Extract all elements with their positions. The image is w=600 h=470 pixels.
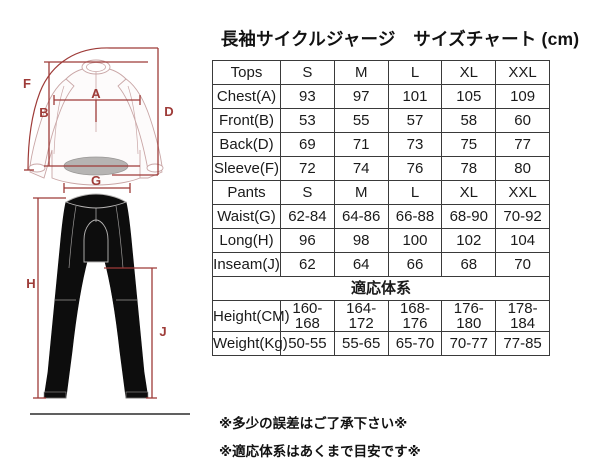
page-title: 長袖サイクルジャージ サイズチャート (cm) [220, 29, 580, 49]
table-row: Long(H) 96 98 100 102 104 [212, 228, 550, 253]
cell-front-s: 53 [280, 108, 335, 133]
cell-height-l: 168-176 [387, 300, 443, 332]
cell-inseam-s: 62 [280, 252, 335, 277]
cell-back-m: 71 [333, 132, 389, 157]
cell-weight-xxl: 77-85 [495, 331, 550, 356]
cell-front-l: 57 [387, 108, 443, 133]
disclaimer-note-tolerance: ※多少の誤差はご了承下さい※ [219, 416, 408, 431]
cell-long-xxl: 104 [495, 228, 550, 253]
pants-illustration [43, 193, 149, 399]
cell-height-s: 160-168 [280, 300, 335, 332]
tops-size-m: M [333, 60, 389, 85]
cell-sleeve-xxl: 80 [495, 156, 550, 181]
tops-size-xxl: XXL [495, 60, 550, 85]
cell-waist-xl: 68-90 [441, 204, 497, 229]
cell-back-l: 73 [387, 132, 443, 157]
jersey-label-sleeve: F [23, 76, 31, 91]
size-chart-panel: 長袖サイクルジャージ サイズチャート (cm) Tops S M L XL XX… [205, 0, 600, 470]
cell-height-m: 164-172 [333, 300, 389, 332]
size-chart-table: Tops S M L XL XXL Chest(A) 93 97 101 105… [212, 60, 550, 356]
pants-size-m: M [333, 180, 389, 205]
table-row-tops-header: Tops S M L XL XXL [212, 60, 550, 85]
cell-height-xxl: 178-184 [495, 300, 550, 332]
row-label-inseam: Inseam(J) [212, 252, 281, 277]
cell-sleeve-l: 76 [387, 156, 443, 181]
row-label-sleeve: Sleeve(F) [212, 156, 281, 181]
pants-label-long: H [26, 276, 35, 291]
row-label-long: Long(H) [212, 228, 281, 253]
row-label-back: Back(D) [212, 132, 281, 157]
table-row: Back(D) 69 71 73 75 77 [212, 132, 550, 157]
cell-chest-xl: 105 [441, 84, 497, 109]
row-label-front: Front(B) [212, 108, 281, 133]
cell-inseam-l: 66 [387, 252, 443, 277]
cell-inseam-xl: 68 [441, 252, 497, 277]
cell-long-xl: 102 [441, 228, 497, 253]
table-row: Height(CM) 160-168 164-172 168-176 176-1… [212, 300, 550, 332]
pants-size-l: L [387, 180, 443, 205]
jersey-measure-lines [24, 47, 159, 176]
cell-front-m: 55 [333, 108, 389, 133]
table-row: Inseam(J) 62 64 66 68 70 [212, 252, 550, 277]
cell-inseam-xxl: 70 [495, 252, 550, 277]
cell-long-l: 100 [387, 228, 443, 253]
cell-front-xxl: 60 [495, 108, 550, 133]
table-row: Waist(G) 62-84 64-86 66-88 68-90 70-92 [212, 204, 550, 229]
cell-front-xl: 58 [441, 108, 497, 133]
jersey-label-back: D [164, 104, 173, 119]
pants-label-inseam: J [159, 324, 166, 339]
garment-diagram-svg: F B A D [23, 47, 190, 415]
cell-back-s: 69 [280, 132, 335, 157]
pants-size-s: S [280, 180, 335, 205]
cell-weight-xl: 70-77 [441, 331, 497, 356]
cell-chest-s: 93 [280, 84, 335, 109]
tops-header-label: Tops [212, 60, 281, 85]
pants-size-xxl: XXL [495, 180, 550, 205]
tops-size-l: L [387, 60, 443, 85]
cell-waist-l: 66-88 [387, 204, 443, 229]
pants-measure-lines [33, 183, 157, 399]
tops-size-s: S [280, 60, 335, 85]
row-label-chest: Chest(A) [212, 84, 281, 109]
cell-height-xl: 176-180 [441, 300, 497, 332]
table-row: Weight(Kg) 50-55 55-65 65-70 70-77 77-85 [212, 331, 550, 356]
cell-waist-s: 62-84 [280, 204, 335, 229]
row-label-waist: Waist(G) [212, 204, 281, 229]
cell-weight-l: 65-70 [387, 331, 443, 356]
disclaimer-note-bodytype: ※適応体系はあくまで目安です※ [219, 444, 421, 459]
table-row: Chest(A) 93 97 101 105 109 [212, 84, 550, 109]
jersey-label-front: B [39, 105, 48, 120]
cell-back-xl: 75 [441, 132, 497, 157]
table-row: Sleeve(F) 72 74 76 78 80 [212, 156, 550, 181]
table-row: Front(B) 53 55 57 58 60 [212, 108, 550, 133]
body-section-label: 適応体系 [212, 276, 550, 301]
row-label-weight: Weight(Kg) [212, 331, 288, 356]
garment-diagram-panel: F B A D [0, 0, 205, 470]
pants-label-waist: G [91, 173, 101, 188]
cell-inseam-m: 64 [333, 252, 389, 277]
cell-back-xxl: 77 [495, 132, 550, 157]
table-row-body-section: 適応体系 [212, 276, 550, 301]
jersey-label-chest: A [91, 86, 101, 101]
cell-weight-m: 55-65 [333, 331, 389, 356]
cell-waist-xxl: 70-92 [495, 204, 550, 229]
cell-chest-l: 101 [387, 84, 443, 109]
cell-chest-m: 97 [333, 84, 389, 109]
cell-sleeve-s: 72 [280, 156, 335, 181]
cell-sleeve-m: 74 [333, 156, 389, 181]
cell-chest-xxl: 109 [495, 84, 550, 109]
cell-sleeve-xl: 78 [441, 156, 497, 181]
cell-weight-s: 50-55 [280, 331, 335, 356]
row-label-height: Height(CM) [212, 300, 290, 332]
cell-waist-m: 64-86 [333, 204, 389, 229]
cell-long-m: 98 [333, 228, 389, 253]
table-row-pants-header: Pants S M L XL XXL [212, 180, 550, 205]
cell-long-s: 96 [280, 228, 335, 253]
pants-size-xl: XL [441, 180, 497, 205]
pants-header-label: Pants [212, 180, 281, 205]
tops-size-xl: XL [441, 60, 497, 85]
